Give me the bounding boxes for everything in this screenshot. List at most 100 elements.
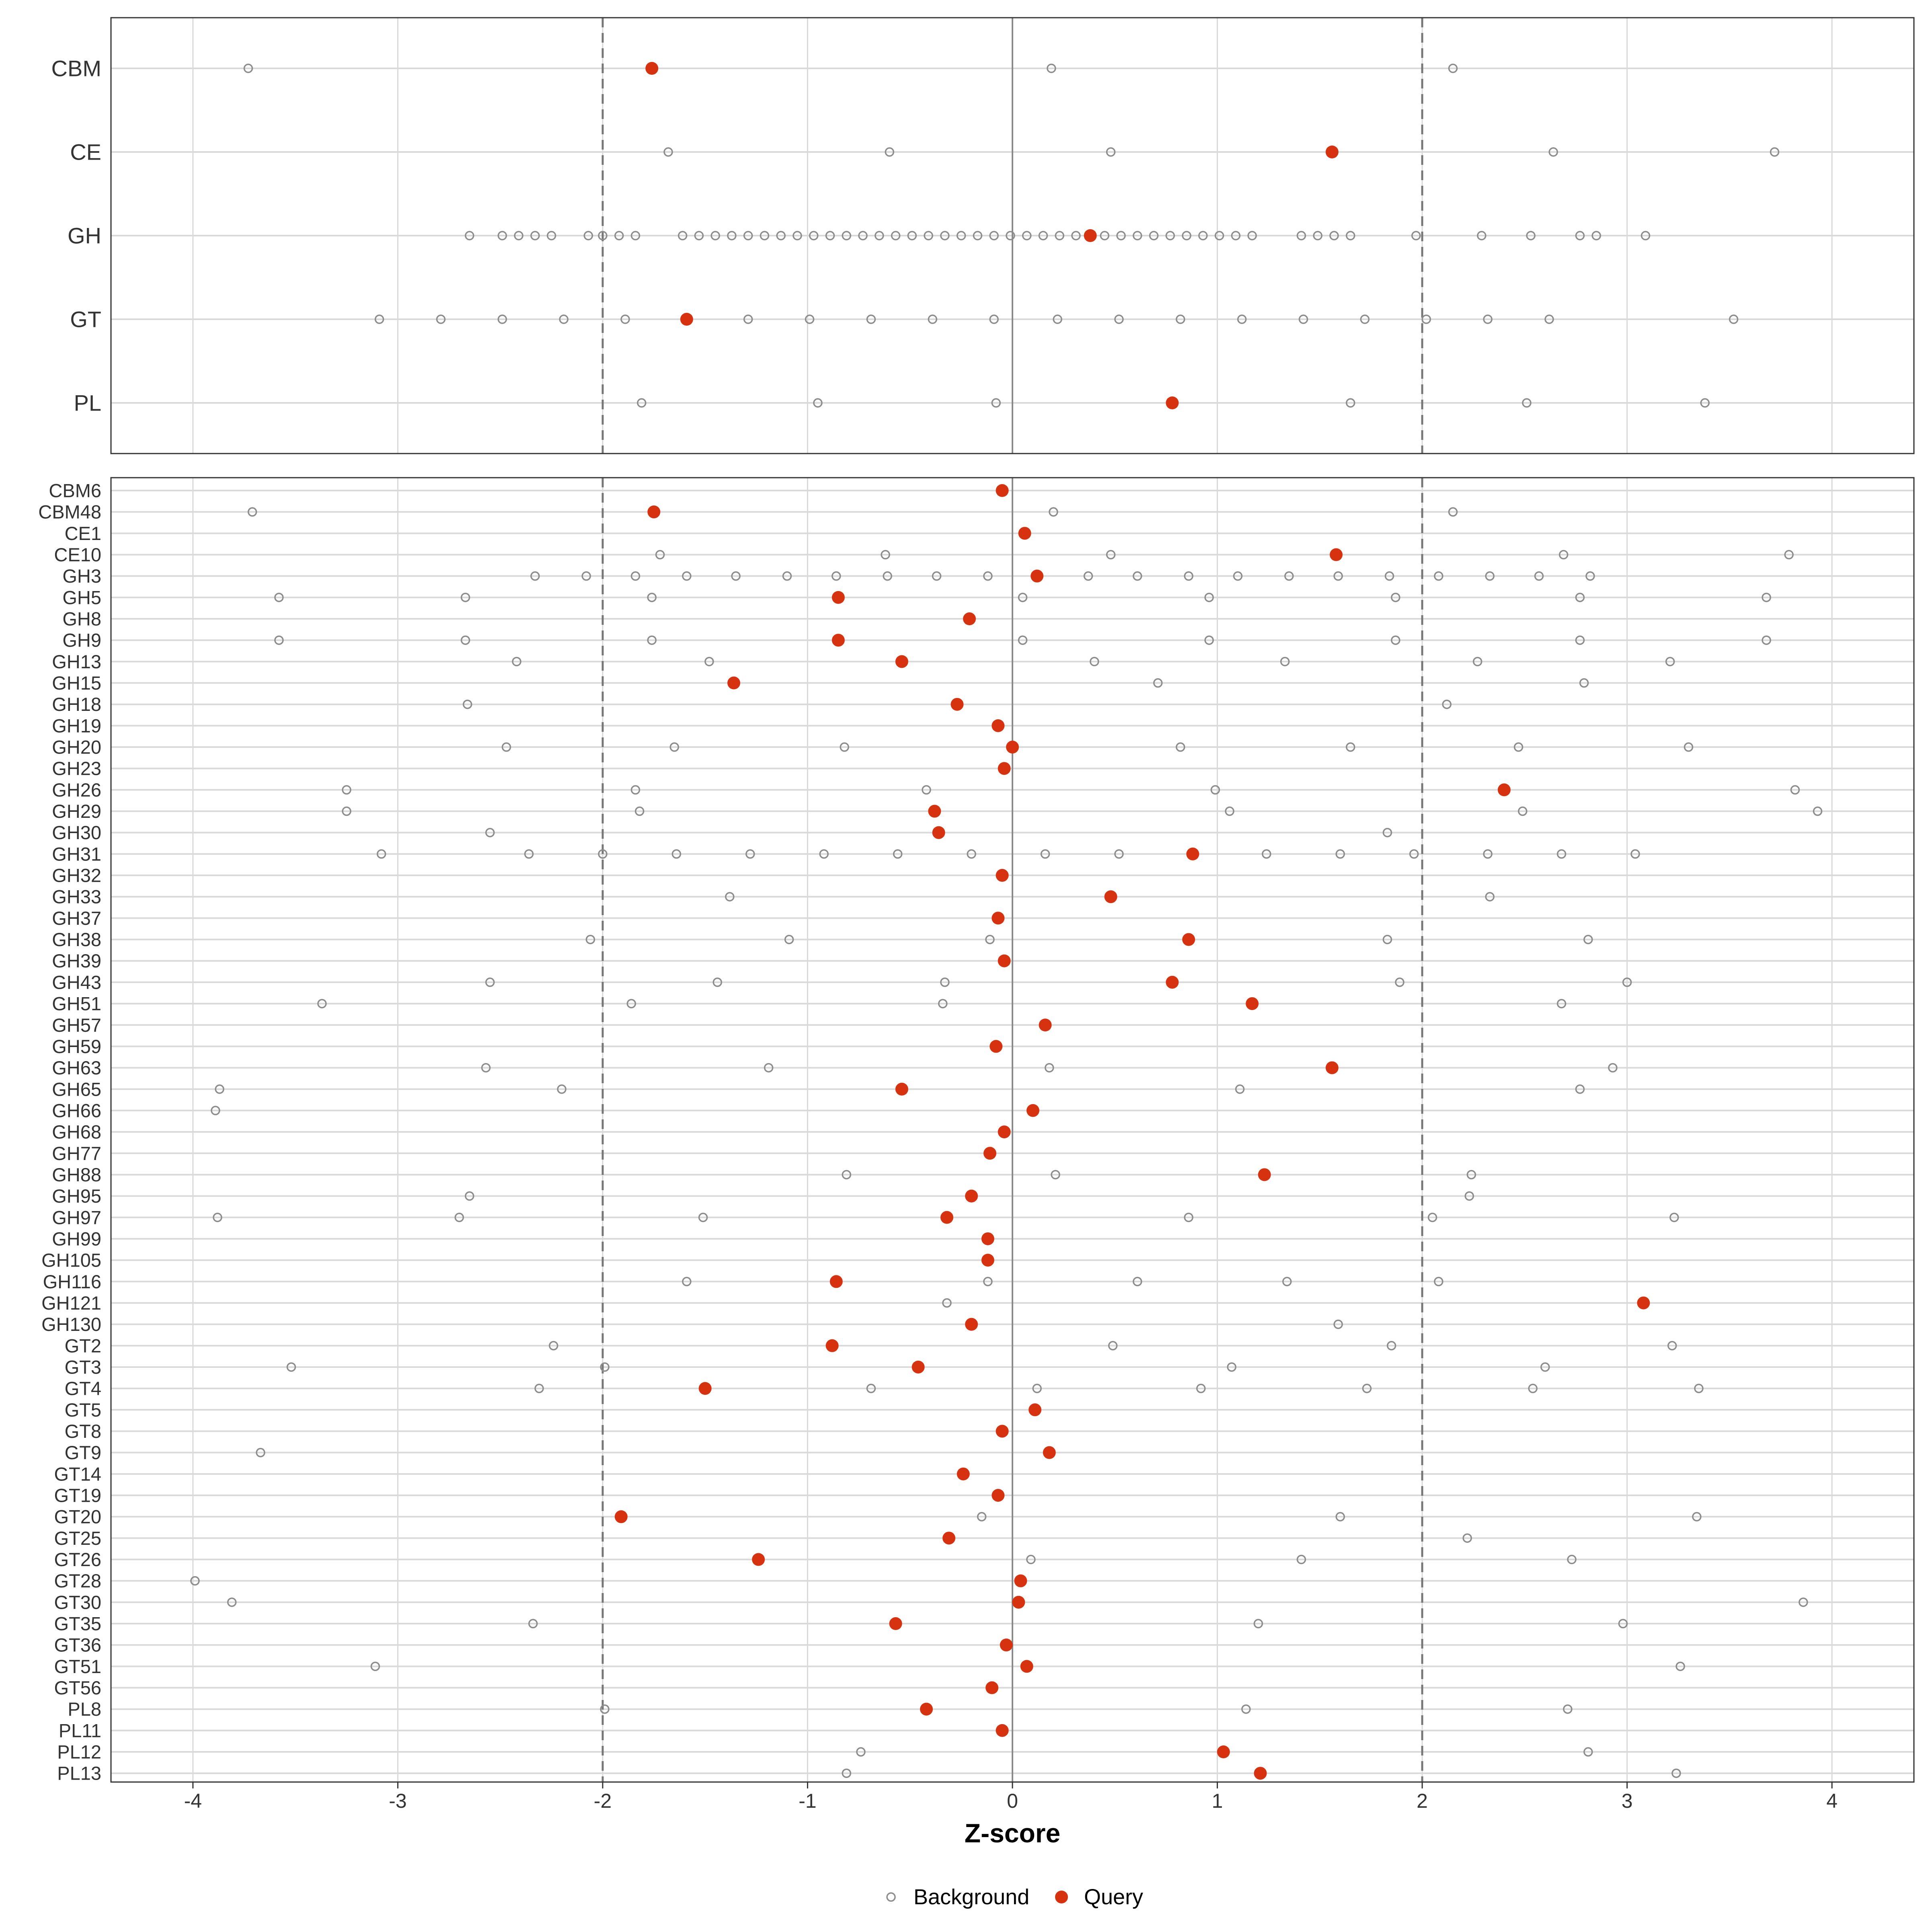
bottom-panel-background-point xyxy=(460,635,470,645)
top-panel-background-point xyxy=(875,231,884,240)
bottom-panel-background-point xyxy=(977,1512,987,1521)
bottom-panel-background-point xyxy=(1391,635,1400,645)
bottom-panel-background-point xyxy=(1051,1170,1060,1180)
bottom-panel-category-label: GH105 xyxy=(41,1250,101,1271)
bottom-panel-background-point xyxy=(883,571,892,581)
bottom-panel-background-point xyxy=(460,593,470,602)
top-panel-query-point xyxy=(645,62,659,75)
bottom-panel-background-point xyxy=(1049,507,1058,517)
bottom-panel-background-point xyxy=(1513,742,1523,752)
top-panel-query-point xyxy=(1325,146,1339,158)
bottom-panel-background-point xyxy=(342,785,351,795)
bottom-panel-category-label: GH116 xyxy=(43,1271,101,1292)
bottom-panel-background-point xyxy=(1114,849,1124,859)
bottom-panel-background-point xyxy=(1667,1341,1677,1351)
bottom-panel-background-point xyxy=(630,571,641,581)
bottom-panel-background-point xyxy=(256,1447,265,1458)
bottom-panel-query-point xyxy=(986,1681,999,1694)
bottom-panel-query-point xyxy=(829,1275,843,1288)
bottom-panel-background-point xyxy=(454,1213,464,1222)
bottom-panel-background-point xyxy=(1090,657,1099,667)
bottom-panel-query-point xyxy=(992,912,1005,925)
bottom-panel-query-point xyxy=(698,1382,712,1395)
bottom-panel-query-point xyxy=(889,1617,902,1630)
top-panel-background-point xyxy=(1575,231,1585,240)
top-panel-background-point xyxy=(710,231,720,240)
top-panel-background-point xyxy=(1329,231,1339,240)
bottom-panel-background-point xyxy=(1018,635,1028,645)
bottom-panel-background-point xyxy=(784,934,794,944)
legend-background-label: Background xyxy=(914,1885,1029,1909)
top-panel-background-point xyxy=(1231,231,1241,240)
bottom-panel-query-point xyxy=(1026,1104,1039,1117)
bottom-panel-background-point xyxy=(1618,1619,1628,1628)
bottom-panel-query-point xyxy=(1006,741,1019,754)
bottom-panel-category-label: GH31 xyxy=(52,843,101,864)
top-panel-background-point xyxy=(1053,314,1062,324)
top-panel-background-point xyxy=(885,147,895,157)
bottom-panel-background-point xyxy=(481,1063,491,1073)
bottom-panel-query-point xyxy=(965,1189,978,1203)
bottom-panel-background-point xyxy=(247,507,257,517)
bottom-panel-background-point xyxy=(938,999,948,1008)
top-panel-background-point xyxy=(1038,231,1048,240)
bottom-panel-background-point xyxy=(1133,571,1142,581)
bottom-panel-background-point xyxy=(698,1213,708,1222)
top-panel-background-point xyxy=(1421,314,1431,324)
bottom-panel-background-point xyxy=(647,635,657,645)
bottom-panel-background-point xyxy=(1026,1554,1036,1564)
bottom-panel-background-point xyxy=(485,827,495,838)
bottom-panel-query-point xyxy=(1029,1403,1042,1417)
top-panel-background-point xyxy=(1114,314,1124,324)
bottom-panel-category-label: GH57 xyxy=(52,1014,101,1036)
top-panel-background-point xyxy=(1182,231,1191,240)
x-tick-label: 1 xyxy=(1212,1790,1223,1812)
top-panel-background-point xyxy=(743,314,753,324)
top-panel-background-point xyxy=(1006,231,1015,240)
top-panel-background-point xyxy=(243,64,253,73)
top-panel-background-point xyxy=(727,231,737,240)
bottom-panel-background-point xyxy=(1335,1512,1345,1521)
bottom-panel-background-point xyxy=(1518,806,1528,816)
bottom-panel-query-point xyxy=(1217,1745,1230,1759)
bottom-panel-background-point xyxy=(1434,1277,1443,1287)
bottom-panel-background-point xyxy=(548,1341,558,1351)
top-panel-background-point xyxy=(1100,231,1110,240)
bottom-panel-category-label: CE10 xyxy=(54,544,101,565)
bottom-panel-category-label: GT19 xyxy=(54,1484,101,1506)
top-panel-background-point xyxy=(991,398,1001,408)
bottom-panel-category-label: GH18 xyxy=(52,694,101,715)
bottom-panel-background-point xyxy=(1409,849,1419,859)
bottom-panel-background-point xyxy=(598,849,608,859)
bottom-panel-category-label: CBM6 xyxy=(49,480,101,501)
bottom-panel-query-point xyxy=(1330,548,1343,561)
bottom-panel-background-point xyxy=(1235,1084,1245,1094)
bottom-panel-background-point xyxy=(1585,571,1595,581)
top-panel-background-point xyxy=(989,231,999,240)
bottom-panel-background-point xyxy=(1133,1277,1142,1287)
bottom-panel-category-label: GH29 xyxy=(52,801,101,822)
bottom-panel-background-point xyxy=(1106,550,1116,560)
bottom-panel-background-point xyxy=(626,999,636,1008)
bottom-panel-background-point xyxy=(1395,977,1404,987)
bottom-panel-background-point xyxy=(682,571,692,581)
bottom-panel-background-point xyxy=(1284,571,1294,581)
bottom-panel-background-point xyxy=(286,1362,296,1372)
bottom-panel-query-point xyxy=(1018,527,1031,540)
bottom-panel-category-label: GT28 xyxy=(54,1570,101,1591)
top-panel-background-point xyxy=(497,231,507,240)
bottom-panel-background-point xyxy=(1032,1384,1042,1393)
top-panel-background-point xyxy=(989,314,999,324)
bottom-panel-background-point xyxy=(274,635,284,645)
bottom-panel-query-point xyxy=(1020,1660,1033,1673)
bottom-panel-background-point xyxy=(1362,1384,1372,1393)
top-panel-background-point xyxy=(1133,231,1142,240)
top-panel-background-point xyxy=(374,314,384,324)
bottom-panel-category-label: GH38 xyxy=(52,929,101,950)
bottom-panel-category-label: GT14 xyxy=(54,1463,101,1484)
bottom-panel-background-point xyxy=(512,657,522,667)
bottom-panel-background-point xyxy=(669,742,679,752)
top-panel-background-point xyxy=(928,314,938,324)
bottom-panel-background-point xyxy=(1575,593,1585,602)
top-panel-background-point xyxy=(1047,64,1056,73)
